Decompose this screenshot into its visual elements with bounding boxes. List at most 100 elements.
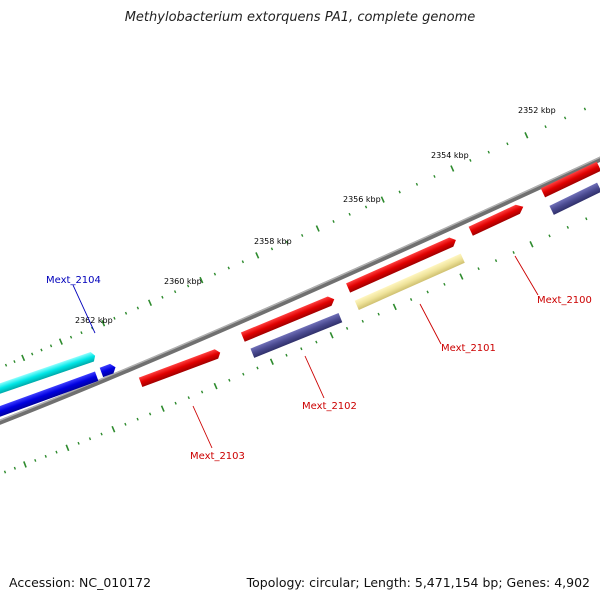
minor-tick xyxy=(136,306,140,310)
major-tick xyxy=(255,252,260,259)
minor-tick xyxy=(200,390,204,394)
minor-tick xyxy=(285,240,289,244)
minor-tick xyxy=(426,290,429,294)
gene-label-mext-2102: Mext_2102 xyxy=(302,401,357,412)
minor-tick xyxy=(506,142,509,146)
minor-tick xyxy=(77,441,80,445)
feature-mext-2104[interactable] xyxy=(0,351,97,396)
genome-summary-text: Topology: circular; Length: 5,471,154 bp… xyxy=(246,575,590,590)
feature-mext-2100[interactable] xyxy=(468,202,526,236)
minor-tick xyxy=(55,450,58,454)
outer-tick-ring xyxy=(4,107,587,367)
major-tick xyxy=(101,319,106,327)
minor-tick xyxy=(415,182,419,186)
minor-tick xyxy=(270,247,274,251)
feature-blue-small[interactable] xyxy=(99,363,118,378)
minor-tick xyxy=(443,282,446,286)
major-tick xyxy=(147,299,153,306)
feature-cds-2099[interactable] xyxy=(540,161,600,198)
major-tick xyxy=(529,241,534,248)
minor-tick xyxy=(136,417,139,421)
major-tick xyxy=(269,358,274,365)
gene-label-mext-2103: Mext_2103 xyxy=(190,451,245,462)
minor-tick xyxy=(585,217,588,221)
minor-tick xyxy=(174,401,177,405)
minor-tick xyxy=(44,454,47,458)
minor-tick xyxy=(583,107,587,111)
minor-tick xyxy=(348,212,351,216)
tick-labels: 2352 kbp 2354 kbp 2356 kbp 2358 kbp 2360… xyxy=(75,106,556,325)
minor-tick xyxy=(13,466,16,470)
minor-tick xyxy=(228,378,231,382)
major-tick xyxy=(459,273,464,280)
major-tick xyxy=(315,225,320,232)
map-title: Methylobacterium extorquens PA1, complet… xyxy=(124,10,476,25)
minor-tick xyxy=(242,372,245,376)
tick-label: 2352 kbp xyxy=(518,106,556,115)
minor-tick xyxy=(256,366,259,370)
minor-tick xyxy=(487,150,490,154)
feature-mext-2103[interactable] xyxy=(138,348,222,388)
gene-label-mext-2101: Mext_2101 xyxy=(441,343,496,354)
major-tick xyxy=(21,354,26,362)
minor-tick xyxy=(345,326,349,330)
genome-backbone-highlight xyxy=(0,156,600,422)
feature-mext-2102[interactable] xyxy=(250,313,343,358)
feature-cds-2100b[interactable] xyxy=(346,235,458,293)
minor-tick xyxy=(213,272,217,276)
inner-tick-ring xyxy=(3,217,588,474)
minor-tick xyxy=(241,260,245,264)
minor-tick xyxy=(548,234,551,238)
feature-cds-2099-inner[interactable] xyxy=(549,182,600,215)
minor-tick xyxy=(113,316,116,320)
tick-label: 2354 kbp xyxy=(431,151,469,160)
major-tick xyxy=(199,276,204,284)
minor-tick xyxy=(512,251,515,254)
tick-label: 2356 kbp xyxy=(343,195,381,204)
minor-tick xyxy=(315,340,318,344)
minor-tick xyxy=(124,311,128,315)
minor-tick xyxy=(285,353,288,357)
minor-tick xyxy=(4,363,8,367)
major-tick xyxy=(329,332,334,339)
minor-tick xyxy=(377,312,380,316)
minor-tick xyxy=(88,437,92,441)
minor-tick xyxy=(301,233,304,237)
minor-tick xyxy=(80,331,83,335)
major-tick xyxy=(524,132,529,139)
minor-tick xyxy=(300,347,303,351)
major-tick xyxy=(380,196,385,203)
gene-label-mext-2104: Mext_2104 xyxy=(46,275,101,286)
tick-label: 2358 kbp xyxy=(254,237,292,246)
minor-tick xyxy=(409,298,413,301)
minor-tick xyxy=(31,352,34,356)
minor-tick xyxy=(34,458,37,462)
tick-label: 2362 kbp xyxy=(75,316,113,325)
major-tick xyxy=(450,165,455,172)
feature-cds-2102a[interactable] xyxy=(240,295,336,342)
minor-tick xyxy=(227,266,230,270)
minor-tick xyxy=(433,174,436,178)
genome-backbone xyxy=(0,156,600,425)
minor-tick xyxy=(161,295,164,299)
feature-mext-2101[interactable] xyxy=(354,253,465,310)
minor-tick xyxy=(469,158,472,162)
major-tick xyxy=(23,461,27,468)
minor-tick xyxy=(3,470,7,474)
tick-label: 2360 kbp xyxy=(164,277,202,286)
minor-tick xyxy=(566,225,569,229)
minor-tick xyxy=(494,259,498,263)
minor-tick xyxy=(332,220,335,223)
minor-tick xyxy=(361,319,364,323)
label-leaders xyxy=(72,255,539,449)
minor-tick xyxy=(544,125,547,129)
accession-text: Accession: NC_010172 xyxy=(9,575,152,590)
major-tick xyxy=(65,444,70,452)
minor-tick xyxy=(364,205,368,209)
minor-tick xyxy=(186,284,190,288)
minor-tick xyxy=(173,290,177,294)
feature-blue-cds[interactable] xyxy=(0,371,99,419)
minor-tick xyxy=(69,335,73,339)
major-tick xyxy=(58,338,63,345)
